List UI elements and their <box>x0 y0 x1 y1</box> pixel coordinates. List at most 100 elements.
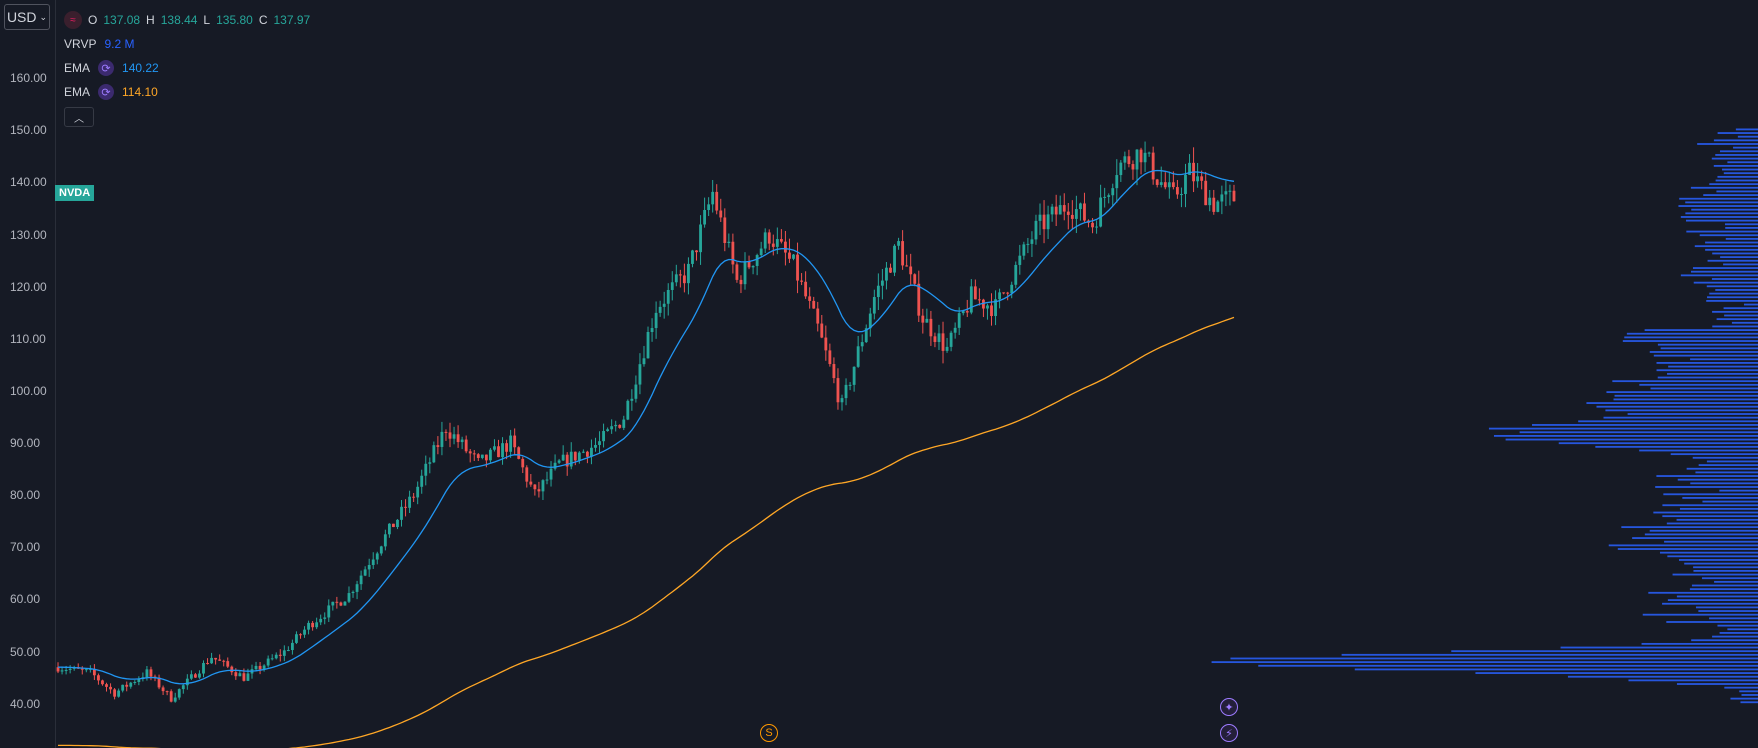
volume-profile-bar <box>1475 672 1758 674</box>
candle-body <box>299 634 302 636</box>
ema-fast-line <box>58 169 1235 685</box>
candle-body <box>1167 182 1171 188</box>
candle-body <box>133 682 137 684</box>
volume-profile-bar <box>1743 303 1758 306</box>
volume-profile-bar <box>1685 201 1758 204</box>
volume-profile-bar <box>1558 442 1758 445</box>
candle-body <box>238 673 242 677</box>
volume-profile-bar <box>1692 456 1758 459</box>
candle-body <box>824 337 828 351</box>
candle-body <box>319 618 323 623</box>
candle-body <box>759 248 763 256</box>
volume-profile-bar <box>1686 230 1758 233</box>
volume-profile-bar <box>1733 146 1758 149</box>
candle-body <box>909 266 913 275</box>
candle-body <box>561 454 565 461</box>
candle-body <box>145 669 149 678</box>
candle-body <box>594 444 597 448</box>
collapse-legend-button[interactable]: ︿ <box>64 107 94 127</box>
candle-body <box>278 654 282 656</box>
candle-body <box>711 191 715 205</box>
candle-body <box>642 358 646 365</box>
candle-body <box>396 519 399 528</box>
volume-profile-bar <box>1666 621 1758 623</box>
bolt-icon[interactable]: ⚡ <box>1220 724 1238 742</box>
volume-profile-bar <box>1707 259 1758 262</box>
volume-profile-bar <box>1731 321 1758 324</box>
candle-body <box>80 668 84 670</box>
volume-profile-bar <box>1667 372 1758 375</box>
candle-body <box>977 299 981 301</box>
candle-body <box>408 496 412 508</box>
volume-profile-bar <box>1725 237 1758 240</box>
candle-body <box>1208 197 1212 206</box>
volume-profile-bar <box>1715 179 1758 182</box>
candle-body <box>432 445 436 463</box>
volume-profile-bar <box>1695 606 1758 609</box>
volume-profile-bar <box>1656 369 1758 372</box>
candle-body <box>816 308 820 324</box>
y-tick-label: 100.00 <box>10 383 47 398</box>
volume-profile-bar <box>1698 610 1758 612</box>
candle-body <box>1091 222 1094 228</box>
volume-profile-bar <box>1670 453 1758 456</box>
volume-profile-bar <box>1653 511 1758 514</box>
price-axis[interactable]: USD ⌄ 160.00 150.00 140.00 130.00 120.00 110.0… <box>0 0 56 748</box>
volume-profile-bar <box>1695 471 1758 474</box>
candle-body <box>1066 211 1070 215</box>
candle-body <box>662 303 666 307</box>
candle-body <box>921 315 925 323</box>
volume-profile-bar <box>1354 668 1758 671</box>
candle-body <box>105 684 108 687</box>
volume-profile-bar <box>1684 562 1758 565</box>
candle-body <box>525 467 529 482</box>
volume-profile-bar <box>1519 431 1758 434</box>
candle-body <box>1216 201 1220 212</box>
currency-select[interactable]: USD ⌄ <box>4 4 50 30</box>
candle-body <box>868 313 872 329</box>
indicator-name: EMA <box>64 61 91 75</box>
candle-body <box>860 342 864 347</box>
volume-profile-bar <box>1668 365 1758 368</box>
volume-profile-bar <box>1258 664 1758 667</box>
cycle-icon[interactable]: ⟳ <box>98 84 115 100</box>
cycle-icon[interactable]: ⟳ <box>98 60 115 76</box>
volume-profile-bar <box>1650 387 1758 390</box>
candle-body <box>1083 203 1086 221</box>
candle-body <box>606 429 610 432</box>
candle-body <box>1022 244 1026 256</box>
indicator-ema-fast[interactable]: EMA ⟳ 140.22 <box>64 56 316 80</box>
volume-profile-bar <box>1693 569 1758 572</box>
candle-body <box>375 553 379 560</box>
candle-body <box>820 323 824 338</box>
candle-body <box>949 332 953 347</box>
candle-body <box>545 479 549 481</box>
volume-profile-bar <box>1642 613 1758 616</box>
volume-profile-bar <box>1723 172 1758 175</box>
candle-body <box>290 642 294 651</box>
y-tick-label: 70.00 <box>10 540 41 555</box>
volume-profile-bar <box>1691 639 1758 642</box>
volume-profile-bar <box>1680 274 1758 277</box>
indicator-ema-slow[interactable]: EMA ⟳ 114.10 <box>64 80 316 104</box>
candle-body <box>739 279 743 285</box>
candle-body <box>533 484 537 490</box>
volume-profile-bar <box>1719 632 1758 634</box>
candle-body <box>327 605 331 618</box>
exchange-logo-icon[interactable]: ≈ <box>64 11 82 29</box>
volume-profile-bar <box>1613 398 1758 401</box>
candle-body <box>581 451 585 453</box>
sparkle-icon[interactable]: ✦ <box>1220 698 1238 716</box>
split-event-marker[interactable]: S <box>760 724 778 742</box>
candle-body <box>1196 176 1200 182</box>
chevron-up-icon: ︿ <box>74 113 84 125</box>
volume-profile-bar <box>1722 168 1758 171</box>
candle-body <box>691 250 694 264</box>
candle-body <box>189 674 193 679</box>
price-chart[interactable] <box>56 0 1758 748</box>
candle-body <box>246 673 250 681</box>
candle-body <box>719 210 723 218</box>
indicator-vrvp[interactable]: VRVP 9.2 M <box>64 32 316 56</box>
volume-profile-bar <box>1656 362 1758 364</box>
high-value: 138.44 <box>160 13 198 27</box>
